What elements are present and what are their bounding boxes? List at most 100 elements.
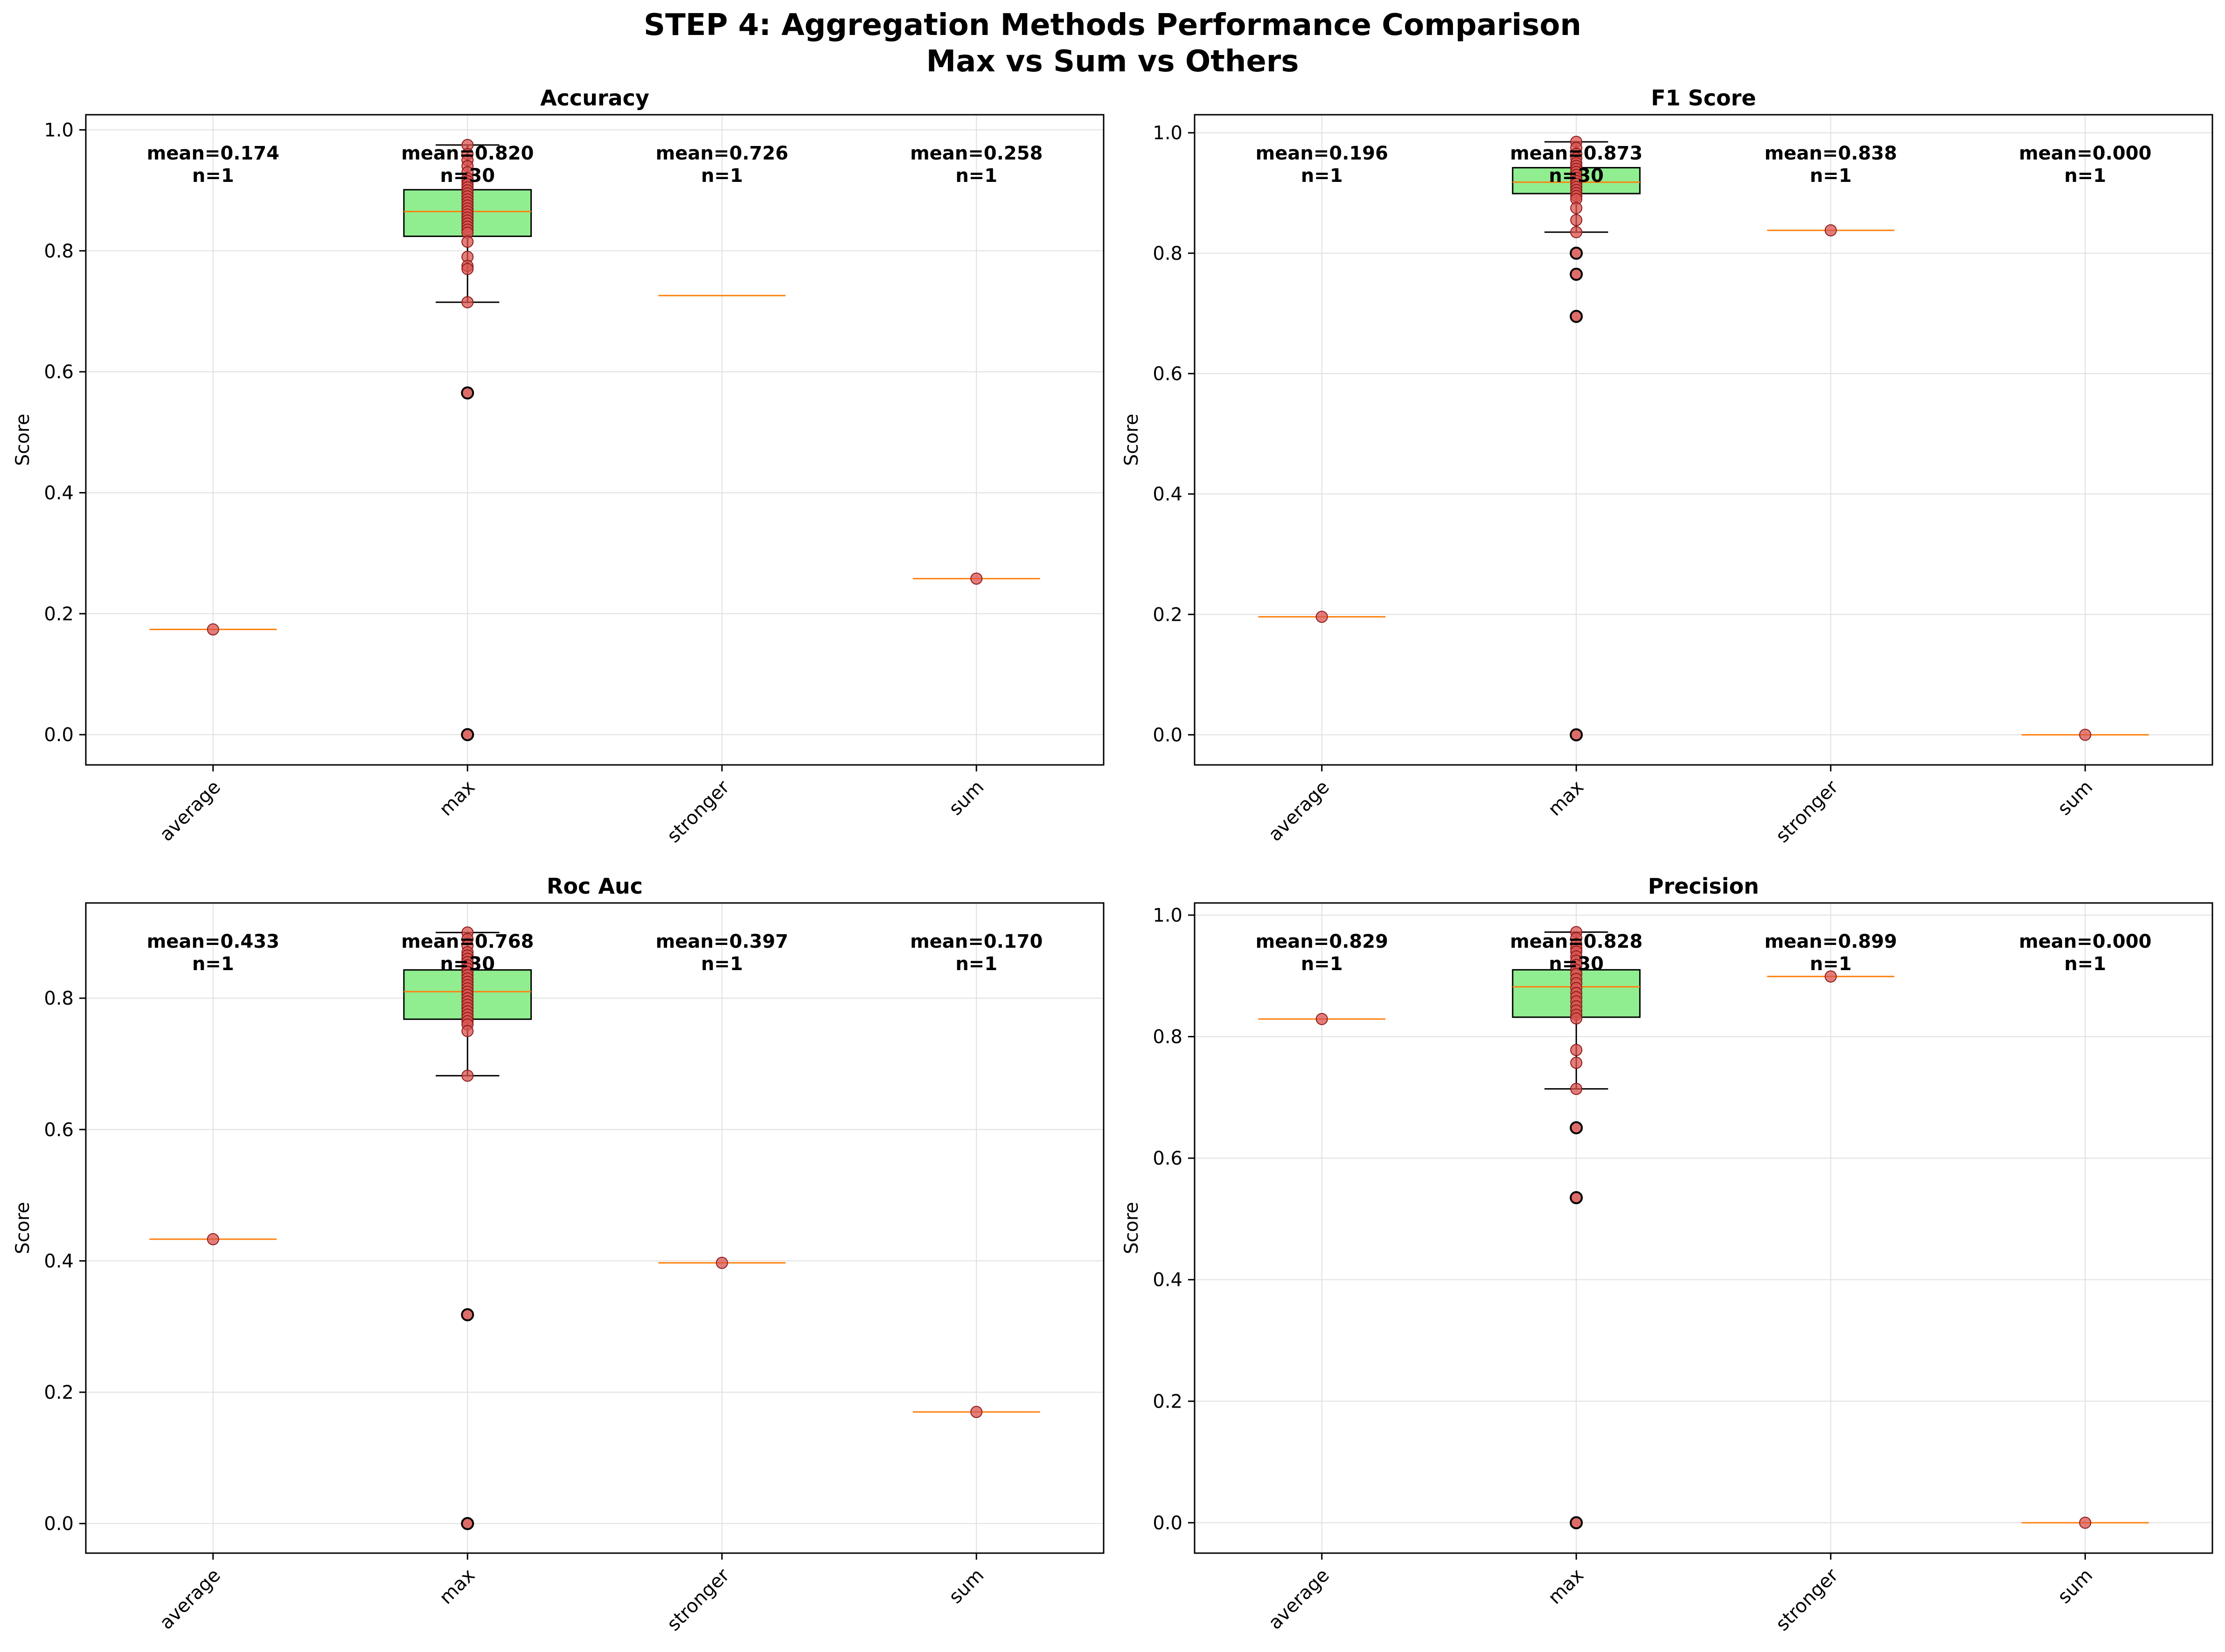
- data-point: [716, 1256, 728, 1269]
- panel-title: Precision: [1648, 874, 1759, 899]
- axes-frame: [85, 114, 1105, 766]
- x-tick-label: stronger: [1772, 776, 1843, 847]
- data-point: [1570, 226, 1583, 238]
- figure-subtitle: Max vs Sum vs Others: [926, 44, 1299, 79]
- n-label: n=30: [1549, 953, 1604, 975]
- n-label: n=1: [1301, 165, 1343, 187]
- data-point: [461, 236, 474, 248]
- chart-panel-2: 0.00.20.40.60.8mean=0.433n=1averagemean=…: [12, 874, 1105, 1635]
- n-label: n=1: [1810, 165, 1852, 187]
- data-point: [1824, 970, 1837, 983]
- y-tick-label: 0.6: [44, 361, 74, 383]
- n-label: n=30: [440, 165, 495, 187]
- mean-label: mean=0.170: [910, 931, 1043, 952]
- n-label: n=30: [440, 953, 495, 975]
- data-point: [207, 1233, 219, 1245]
- x-tick-label: sum: [2054, 1565, 2097, 1608]
- n-label: n=1: [1810, 953, 1852, 975]
- mean-label: mean=0.828: [1510, 931, 1642, 952]
- figure-title: STEP 4: Aggregation Methods Performance …: [644, 8, 1581, 42]
- y-tick-label: 1.0: [44, 119, 74, 141]
- data-point: [2079, 1516, 2092, 1529]
- y-axis-label: Score: [12, 414, 34, 466]
- outlier-point: [461, 728, 474, 742]
- y-axis-label: Score: [1121, 1202, 1142, 1254]
- outlier-point: [461, 386, 474, 400]
- y-tick-label: 0.0: [1153, 1513, 1182, 1534]
- n-label: n=1: [955, 953, 997, 975]
- x-tick-label: sum: [945, 777, 988, 820]
- y-tick-label: 0.8: [44, 241, 74, 262]
- x-tick-label: stronger: [663, 1564, 734, 1635]
- outlier-point: [1570, 310, 1583, 323]
- n-label: n=1: [192, 953, 234, 975]
- y-tick-label: 0.0: [44, 1513, 74, 1535]
- n-label: n=30: [1549, 165, 1604, 187]
- y-tick-label: 0.8: [44, 988, 74, 1009]
- y-axis-label: Score: [1121, 414, 1142, 466]
- y-tick-label: 0.8: [1153, 1027, 1182, 1048]
- mean-label: mean=0.174: [147, 143, 279, 164]
- y-tick-label: 0.2: [1153, 604, 1182, 625]
- x-tick-label: stronger: [663, 776, 734, 847]
- x-tick-label: max: [435, 777, 479, 820]
- data-point: [970, 572, 983, 585]
- n-label: n=1: [701, 953, 743, 975]
- outlier-point: [1570, 1121, 1583, 1135]
- x-tick-label: average: [156, 777, 225, 846]
- chart-panel-3: 0.00.20.40.60.81.0mean=0.829n=1averageme…: [1121, 874, 2213, 1635]
- chart-panel-1: 0.00.20.40.60.81.0mean=0.196n=1averageme…: [1121, 85, 2213, 847]
- x-tick-label: max: [1544, 777, 1588, 820]
- data-point: [1570, 214, 1583, 226]
- x-tick-label: average: [1265, 777, 1334, 846]
- x-tick-label: max: [1544, 1565, 1588, 1609]
- mean-label: mean=0.397: [656, 931, 788, 952]
- x-tick-label: average: [156, 1565, 225, 1634]
- y-tick-label: 0.4: [44, 482, 74, 504]
- x-tick-label: average: [1265, 1565, 1334, 1634]
- mean-label: mean=0.899: [1765, 931, 1897, 952]
- outlier-point: [1570, 268, 1583, 281]
- n-label: n=1: [2064, 953, 2106, 975]
- axes-frame: [1194, 114, 2213, 766]
- data-point: [1570, 1056, 1583, 1069]
- mean-label: mean=0.768: [401, 931, 534, 952]
- mean-label: mean=0.820: [401, 143, 534, 164]
- x-tick-label: sum: [945, 1565, 988, 1608]
- n-label: n=1: [192, 165, 234, 187]
- mean-label: mean=0.433: [147, 931, 279, 952]
- n-label: n=1: [2064, 165, 2106, 187]
- axes-frame: [85, 902, 1105, 1554]
- data-point: [1315, 1013, 1328, 1025]
- mean-label: mean=0.726: [656, 143, 788, 164]
- mean-label: mean=0.829: [1256, 931, 1388, 952]
- data-point: [1824, 224, 1837, 236]
- mean-label: mean=0.258: [910, 143, 1043, 164]
- data-point: [461, 1069, 474, 1082]
- y-tick-label: 1.0: [1153, 123, 1182, 144]
- data-point: [1570, 1012, 1583, 1025]
- y-tick-label: 0.0: [44, 724, 74, 746]
- panel-title: Accuracy: [540, 85, 649, 111]
- outlier-point: [1570, 1516, 1583, 1529]
- y-tick-label: 0.2: [44, 604, 74, 625]
- y-tick-label: 0.0: [1153, 724, 1182, 746]
- data-point: [970, 1406, 983, 1418]
- y-tick-label: 0.2: [44, 1382, 74, 1403]
- outlier-point: [461, 1517, 474, 1530]
- mean-label: mean=0.000: [2019, 143, 2151, 164]
- data-point: [2079, 729, 2092, 741]
- mean-label: mean=0.838: [1765, 143, 1897, 164]
- y-tick-label: 0.4: [1153, 484, 1182, 505]
- x-tick-label: stronger: [1772, 1564, 1843, 1635]
- outlier-point: [1570, 1191, 1583, 1204]
- panel-title: F1 Score: [1651, 85, 1756, 111]
- x-tick-label: sum: [2054, 777, 2097, 820]
- y-axis-label: Score: [12, 1202, 34, 1254]
- y-tick-label: 0.4: [1153, 1270, 1182, 1291]
- y-tick-label: 0.6: [44, 1119, 74, 1141]
- y-tick-label: 0.6: [1153, 363, 1182, 385]
- data-point: [461, 1025, 474, 1037]
